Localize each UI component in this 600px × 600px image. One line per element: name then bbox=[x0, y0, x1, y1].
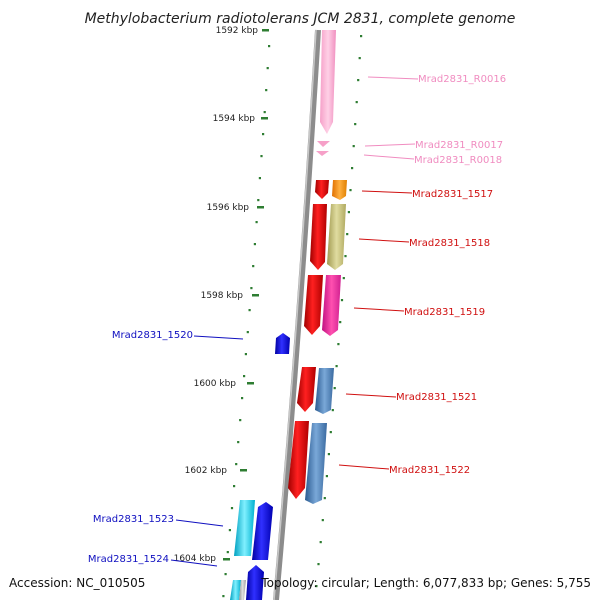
minor-tick bbox=[347, 211, 350, 214]
minor-tick bbox=[257, 199, 260, 202]
minor-tick bbox=[248, 309, 251, 312]
topology-text: Topology: circular; Length: 6,077,833 bp… bbox=[260, 576, 591, 590]
minor-tick bbox=[339, 321, 342, 324]
minor-tick bbox=[340, 299, 344, 302]
minor-tick bbox=[230, 507, 234, 510]
kbp-tick-label: 1594 kbp bbox=[213, 114, 256, 124]
minor-tick bbox=[239, 419, 242, 422]
minor-tick bbox=[323, 497, 326, 500]
kbp-tick bbox=[262, 29, 269, 32]
gene-mrad2831-1517[interactable] bbox=[315, 180, 347, 200]
gene-label[interactable]: Mrad2831_R0018 bbox=[414, 155, 502, 166]
minor-tick bbox=[222, 595, 225, 598]
minor-tick bbox=[357, 79, 360, 82]
gene-mrad2831-1523[interactable] bbox=[234, 500, 273, 560]
gene-mrad2831-r0017[interactable] bbox=[317, 141, 330, 147]
accession-text: Accession: NC_010505 bbox=[9, 576, 145, 590]
minor-tick bbox=[268, 45, 271, 48]
kbp-tick-label: 1592 kbp bbox=[216, 26, 259, 36]
gene-label[interactable]: Mrad2831_1523 bbox=[93, 514, 174, 525]
minor-tick bbox=[349, 189, 352, 192]
minor-tick bbox=[228, 529, 231, 532]
minor-tick bbox=[317, 563, 320, 566]
genome-backbone-highlight bbox=[273, 29, 317, 600]
gene-label[interactable]: Mrad2831_1522 bbox=[389, 465, 470, 476]
minor-tick bbox=[255, 221, 258, 224]
tick-track-right bbox=[315, 35, 363, 588]
minor-tick bbox=[252, 265, 255, 268]
kbp-tick bbox=[257, 206, 264, 209]
minor-tick bbox=[325, 475, 328, 478]
minor-tick bbox=[262, 133, 265, 136]
minor-tick bbox=[265, 89, 268, 92]
kbp-tick-label: 1598 kbp bbox=[201, 291, 244, 301]
minor-tick bbox=[250, 287, 253, 290]
minor-tick bbox=[355, 101, 358, 104]
minor-tick bbox=[342, 277, 345, 280]
gene-mrad2831-1522[interactable] bbox=[288, 421, 327, 504]
gene-label[interactable]: Mrad2831_R0016 bbox=[418, 74, 506, 85]
minor-tick bbox=[319, 541, 322, 544]
gene-label[interactable]: Mrad2831_1524 bbox=[88, 554, 169, 565]
minor-tick bbox=[233, 485, 236, 488]
kbp-tick-label: 1596 kbp bbox=[207, 203, 250, 213]
minor-tick bbox=[352, 145, 355, 148]
minor-tick bbox=[358, 57, 361, 60]
kbp-ticks: 1592 kbp 1594 kbp 1596 kbp 1598 kbp 1600… bbox=[174, 26, 269, 564]
gene-mrad2831-r0018[interactable] bbox=[316, 151, 329, 156]
genome-backbone bbox=[273, 29, 321, 600]
minor-tick bbox=[243, 375, 246, 378]
gene-mrad2831-1518[interactable] bbox=[310, 204, 346, 270]
gene-mrad2831-r0016[interactable] bbox=[320, 30, 336, 134]
gene-label[interactable]: Mrad2831_1518 bbox=[409, 238, 490, 249]
minor-tick bbox=[329, 431, 332, 434]
minor-tick bbox=[235, 463, 238, 466]
gene-labels: Mrad2831_R0016 Mrad2831_R0017 Mrad2831_R… bbox=[88, 74, 506, 565]
minor-tick bbox=[354, 123, 357, 126]
gene-mrad2831-1519[interactable] bbox=[304, 275, 341, 336]
minor-tick bbox=[224, 573, 227, 576]
minor-tick bbox=[260, 155, 263, 158]
gene-label[interactable]: Mrad2831_1519 bbox=[404, 307, 485, 318]
kbp-tick bbox=[223, 558, 230, 561]
minor-tick bbox=[266, 67, 269, 70]
minor-tick bbox=[327, 453, 330, 456]
gene-mrad2831-1524[interactable] bbox=[230, 565, 264, 600]
kbp-tick-label: 1604 kbp bbox=[174, 554, 217, 564]
minor-tick bbox=[226, 551, 229, 554]
minor-tick bbox=[253, 243, 256, 246]
tick-track-left bbox=[222, 45, 271, 598]
gene-label[interactable]: Mrad2831_R0017 bbox=[415, 140, 503, 151]
minor-tick bbox=[337, 343, 340, 346]
minor-tick bbox=[335, 365, 338, 368]
minor-tick bbox=[360, 35, 363, 38]
minor-tick bbox=[241, 397, 244, 400]
minor-tick bbox=[344, 255, 347, 258]
minor-tick bbox=[258, 177, 261, 180]
minor-tick bbox=[333, 387, 336, 390]
minor-tick bbox=[246, 331, 249, 334]
kbp-tick bbox=[247, 382, 254, 385]
minor-tick bbox=[321, 519, 324, 522]
minor-tick bbox=[237, 441, 240, 444]
kbp-tick bbox=[252, 294, 259, 297]
kbp-tick bbox=[261, 117, 268, 120]
kbp-tick-label: 1602 kbp bbox=[185, 466, 228, 476]
minor-tick bbox=[315, 585, 318, 588]
gene-mrad2831-1520[interactable] bbox=[275, 333, 290, 354]
gene-mrad2831-1521[interactable] bbox=[297, 367, 334, 414]
minor-tick bbox=[346, 233, 349, 236]
map-title: Methylobacterium radiotolerans JCM 2831,… bbox=[85, 11, 516, 27]
minor-tick bbox=[244, 353, 247, 356]
gene-label[interactable]: Mrad2831_1517 bbox=[412, 189, 493, 200]
gene-label[interactable]: Mrad2831_1521 bbox=[396, 392, 477, 403]
kbp-tick bbox=[240, 469, 247, 472]
minor-tick bbox=[263, 111, 266, 114]
kbp-tick-label: 1600 kbp bbox=[194, 379, 237, 389]
label-leaders bbox=[170, 76, 419, 567]
minor-tick bbox=[331, 409, 334, 412]
gene-label[interactable]: Mrad2831_1520 bbox=[112, 330, 193, 341]
minor-tick bbox=[351, 167, 354, 170]
